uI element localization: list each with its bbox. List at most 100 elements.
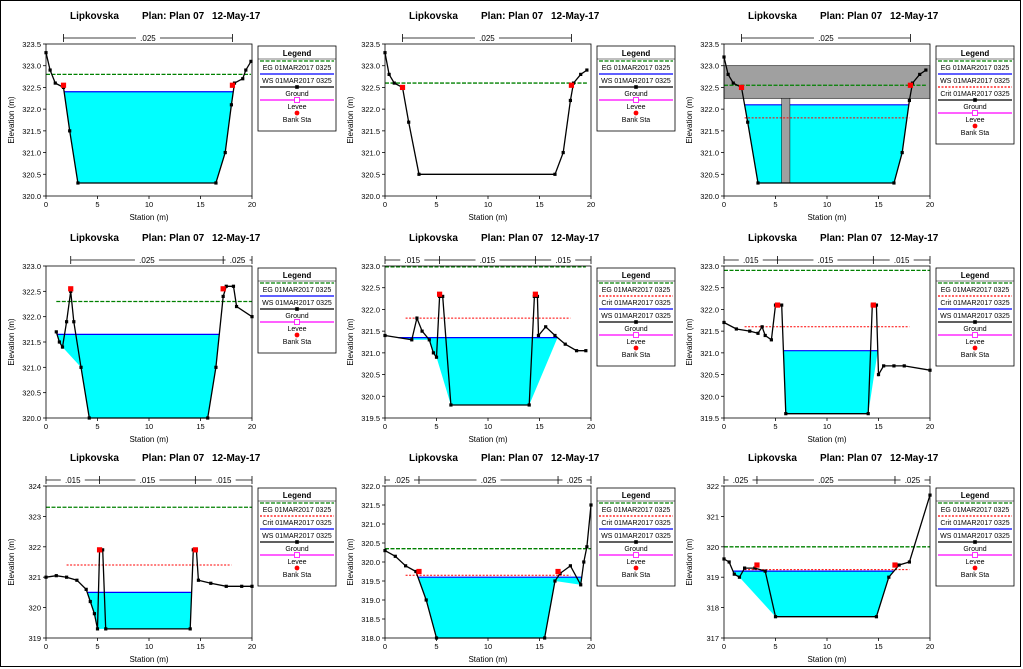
y-tick-label: 321.0 <box>361 520 380 529</box>
legend-label: Bank Sta <box>961 352 990 359</box>
legend-marker <box>294 552 300 558</box>
chart-title-river: Lipkovska <box>409 453 458 464</box>
y-tick-label: 321.0 <box>22 363 41 372</box>
chart-title-plan: Plan: Plan 07 <box>481 453 544 464</box>
y-tick-label: 320 <box>706 543 719 552</box>
legend-label: Ground <box>285 313 308 320</box>
x-tick-label: 0 <box>44 422 48 431</box>
x-tick-label: 10 <box>145 642 153 651</box>
ground-point <box>221 294 225 298</box>
ground-point <box>392 81 396 85</box>
x-tick-label: 20 <box>587 422 595 431</box>
y-tick-label: 323.0 <box>700 62 719 71</box>
bank-station-marker <box>568 82 575 88</box>
manning-label-bg <box>900 475 925 485</box>
ground-point <box>584 349 588 353</box>
legend-label: Ground <box>624 546 647 553</box>
legend-marker <box>972 332 978 338</box>
legend-label: Bank Sta <box>622 117 651 124</box>
legend-label: WS 01MAR2017 0325 <box>262 300 332 307</box>
chart-title-river: Lipkovska <box>748 11 797 22</box>
x-tick-label: 20 <box>926 422 934 431</box>
legend-title: Legend <box>622 49 651 58</box>
water-area <box>57 334 220 418</box>
y-tick-label: 322.0 <box>22 105 41 114</box>
legend-label: Levee <box>965 117 984 124</box>
ground-point <box>223 150 227 155</box>
y-tick-label: 322.0 <box>361 105 380 114</box>
y-tick-label: 322.5 <box>700 83 719 92</box>
legend-marker <box>294 319 300 325</box>
y-tick-label: 322.0 <box>700 305 719 314</box>
manning-value: .015 <box>65 476 81 485</box>
ground-point <box>241 77 245 81</box>
chart-title-river: Lipkovska <box>70 11 119 22</box>
legend-label: Levee <box>287 104 306 111</box>
legend-label: Crit 01MAR2017 0325 <box>940 300 1009 307</box>
chart-title-date: 12-May-17 <box>551 233 600 244</box>
legend-label: Ground <box>963 104 986 111</box>
legend-label: Crit 01MAR2017 0325 <box>601 300 670 307</box>
ground-point <box>924 68 928 72</box>
legend-marker <box>634 85 638 89</box>
legend-label: Ground <box>624 326 647 333</box>
legend-label: Levee <box>626 559 645 566</box>
legend-marker <box>294 110 300 116</box>
chart-title-date: 12-May-17 <box>551 453 600 464</box>
legend-marker <box>633 110 639 116</box>
ground-point <box>234 304 239 309</box>
chart-title-river: Lipkovska <box>409 11 458 22</box>
ground-point <box>387 72 391 76</box>
chart-title-river: Lipkovska <box>748 453 797 464</box>
manning-label-bg <box>211 475 236 485</box>
manning-label-bg <box>728 475 753 485</box>
ground-point <box>240 584 244 588</box>
y-axis-label: Elevation (m) <box>7 538 16 585</box>
x-tick-label: 20 <box>926 642 934 651</box>
y-tick-label: 322.5 <box>22 287 41 296</box>
x-tick-label: 15 <box>535 200 543 209</box>
ground-point <box>231 284 236 288</box>
x-axis-label: Station (m) <box>468 213 507 222</box>
ground-point <box>393 554 397 558</box>
y-tick-label: 320.0 <box>700 392 719 401</box>
y-tick-label: 317 <box>706 634 719 643</box>
ground-point <box>760 325 764 329</box>
ground-point <box>907 98 911 103</box>
manning-value: .025 <box>733 476 749 485</box>
y-tick-label: 321.5 <box>700 127 719 136</box>
y-tick-label: 321.5 <box>22 127 41 136</box>
manning-value: .025 <box>479 34 495 43</box>
ground-point <box>68 129 72 133</box>
legend-label: EG 01MAR2017 0325 <box>602 287 671 294</box>
ground-point <box>727 560 731 564</box>
y-tick-label: 323 <box>28 512 41 521</box>
legend-title: Legend <box>622 271 651 280</box>
ground-point <box>431 351 436 355</box>
manning-value: .015 <box>216 476 232 485</box>
manning-label-bg <box>813 255 838 265</box>
ground-point <box>76 181 80 185</box>
bank-station-marker <box>870 302 876 308</box>
legend-label: Bank Sta <box>283 572 312 579</box>
ground-line <box>384 504 592 639</box>
legend-label: Levee <box>965 559 984 566</box>
legend-marker <box>634 540 638 544</box>
y-tick-label: 320.5 <box>361 371 380 380</box>
y-tick-label: 323.0 <box>22 62 41 71</box>
ground-point <box>417 172 421 176</box>
y-tick-label: 324 <box>28 482 41 491</box>
legend-label: Ground <box>963 546 986 553</box>
x-tick-label: 15 <box>196 200 204 209</box>
x-axis-label: Station (m) <box>807 435 846 444</box>
legend-title: Legend <box>961 49 990 58</box>
ground-point <box>244 68 248 72</box>
legend-marker <box>973 98 977 102</box>
ground-point <box>743 566 747 570</box>
ground-point <box>553 579 557 583</box>
legend-title: Legend <box>961 491 990 500</box>
chart-title-plan: Plan: Plan 07 <box>142 453 205 464</box>
chart-title-plan: Plan: Plan 07 <box>820 453 883 464</box>
legend-label: Crit 01MAR2017 0325 <box>940 520 1009 527</box>
